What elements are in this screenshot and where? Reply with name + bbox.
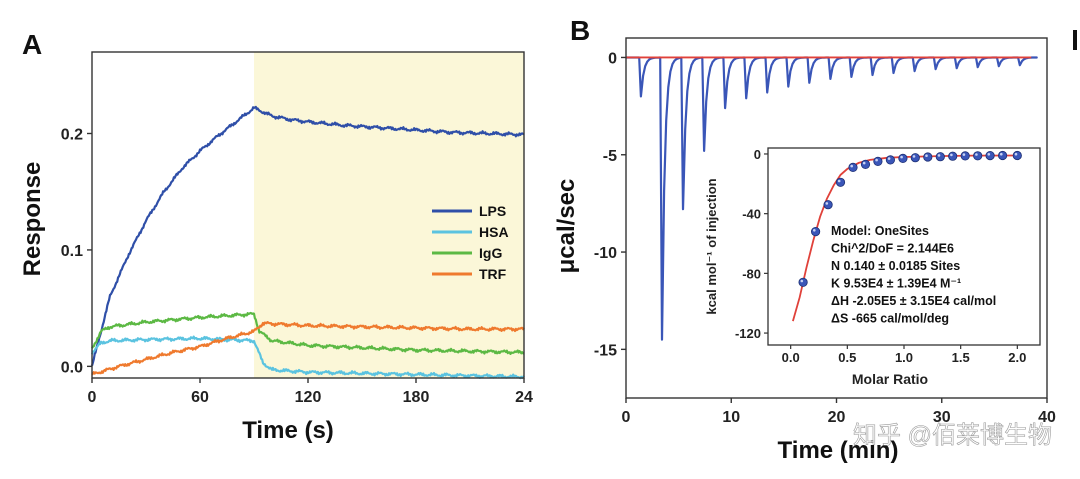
y-axis-title: μcal/sec [553, 179, 580, 274]
fit-parameter-line: K 9.53E4 ± 1.39E4 M⁻¹ [831, 277, 961, 291]
inset-data-point-highlight [875, 158, 878, 162]
x-tick-label: 180 [403, 389, 430, 406]
inset-data-point-highlight [887, 157, 891, 160]
fit-parameter-line: Model: OneSites [831, 224, 929, 238]
y-tick-label: 0 [608, 50, 617, 67]
shaded-dissociation-region [254, 52, 524, 378]
inset-data-point [823, 200, 833, 210]
inset-plot-frame [767, 147, 1041, 346]
legend-label-hsa: HSA [479, 224, 509, 240]
inset-data-point-highlight [937, 154, 941, 157]
inset-y-tick-label: 0 [754, 147, 761, 162]
inset-data-point-highlight [825, 202, 829, 205]
inset-data-point-highlight [1000, 152, 1003, 156]
panel-letter-a: A [22, 29, 42, 60]
watermark-text: 知乎 @佰莱博生物 [853, 422, 1052, 449]
inset-x-tick-label: 1.0 [895, 350, 913, 365]
x-tick-label: 60 [191, 389, 209, 406]
x-axis-title: Time (min) [778, 437, 899, 464]
x-tick-label: 10 [722, 409, 740, 426]
y-tick-label: 0.2 [61, 127, 83, 144]
inset-y-tick-label: -120 [735, 326, 761, 341]
inset-y-tick-label: -80 [742, 266, 761, 281]
fit-parameter-line: ΔS -665 cal/mol/deg [831, 312, 949, 326]
y-tick-label: 0.0 [61, 359, 83, 376]
inset-data-point [948, 151, 958, 161]
inset-data-point-highlight [800, 279, 804, 283]
inset-data-point [973, 151, 983, 161]
inset-data-point [898, 153, 908, 163]
inset-data-point [960, 151, 970, 161]
cropped-panel-edge [1073, 30, 1077, 50]
series-line-lps [90, 105, 525, 367]
legend-label-lps: LPS [479, 203, 506, 219]
inset-data-point [910, 153, 920, 163]
inset-data-point [885, 155, 896, 165]
inset-data-point [935, 152, 945, 162]
inset-data-point [873, 156, 883, 166]
inset-data-point-highlight [987, 153, 991, 156]
inset-data-point [860, 159, 871, 169]
legend-label-trf: TRF [479, 266, 507, 282]
x-tick-label: 20 [828, 409, 846, 426]
legend: LPS HSA IgG TRF [432, 203, 509, 282]
x-tick-label: 0 [88, 389, 97, 406]
y-tick-label: -10 [594, 245, 617, 262]
panel-letter-b: B [570, 15, 590, 46]
fit-parameter-line: ΔH -2.05E5 ± 3.15E4 cal/mol [831, 294, 996, 308]
series-line-hsa [90, 335, 525, 380]
inset-data-point-highlight [862, 161, 866, 165]
inset-data-point-highlight [925, 154, 928, 157]
inset-data-point-highlight [900, 155, 903, 159]
inset-x-axis-title: Molar Ratio [852, 371, 928, 387]
inset-data-point-highlight [1014, 152, 1018, 156]
inset-x-tick-label: 0.0 [782, 350, 800, 365]
inset-data-point [798, 277, 808, 287]
y-tick-label: -15 [594, 342, 617, 359]
series-line-igg [91, 311, 525, 355]
inset-fit-curve [792, 154, 1018, 322]
inset-data-point-highlight [962, 153, 966, 156]
x-tick-label: 24 [515, 389, 533, 406]
inset-data-point-highlight [837, 179, 841, 183]
inset-y-axis-title: kcal mol⁻¹ of injection [704, 178, 719, 314]
legend-label-igg: IgG [479, 245, 502, 261]
panel-a-chart: A 0 60 120 180 24 0.0 0.1 0.2 Time (s) Response LPS… [19, 29, 533, 444]
inset-data-point [997, 150, 1008, 161]
inset-y-tick-label: -40 [742, 207, 761, 222]
series-line-trf [91, 321, 525, 376]
x-axis-title: Time (s) [242, 417, 334, 444]
inset-data-point [985, 151, 995, 161]
inset-chart: 0.0 0.5 1.0 1.5 2.0 0 -40 -80 -120 Molar Ratio kca… [704, 147, 1041, 387]
inset-x-tick-label: 0.5 [838, 350, 856, 365]
inset-data-point [810, 227, 821, 237]
x-tick-label: 30 [933, 409, 951, 426]
inset-data-point-highlight [975, 153, 978, 156]
x-tick-label: 40 [1038, 409, 1056, 426]
y-tick-label: -5 [603, 148, 617, 165]
inset-data-point [923, 152, 933, 162]
x-tick-label: 0 [622, 409, 631, 426]
y-axis-title: Response [19, 162, 46, 277]
inset-data-point [1012, 150, 1022, 161]
inset-x-tick-label: 2.0 [1008, 350, 1026, 365]
inset-x-tick-label: 1.5 [952, 350, 970, 365]
x-tick-label: 120 [295, 389, 322, 406]
y-tick-label: 0.1 [61, 243, 83, 260]
inset-data-point-highlight [813, 229, 816, 232]
inset-data-point-highlight [850, 164, 853, 168]
inset-data-point-highlight [950, 153, 953, 157]
fit-parameter-line: N 0.140 ± 0.0185 Sites [831, 259, 960, 273]
inset-data-point [848, 162, 858, 172]
inset-data-point [835, 177, 846, 187]
inset-data-point-highlight [912, 155, 916, 158]
panel-b-chart: B 0 10 20 30 40 0 -5 -10 -15 Time (min) μcal/sec 0.0… [553, 15, 1056, 464]
fit-parameter-line: Chi^2/DoF = 2.144E6 [831, 242, 954, 256]
